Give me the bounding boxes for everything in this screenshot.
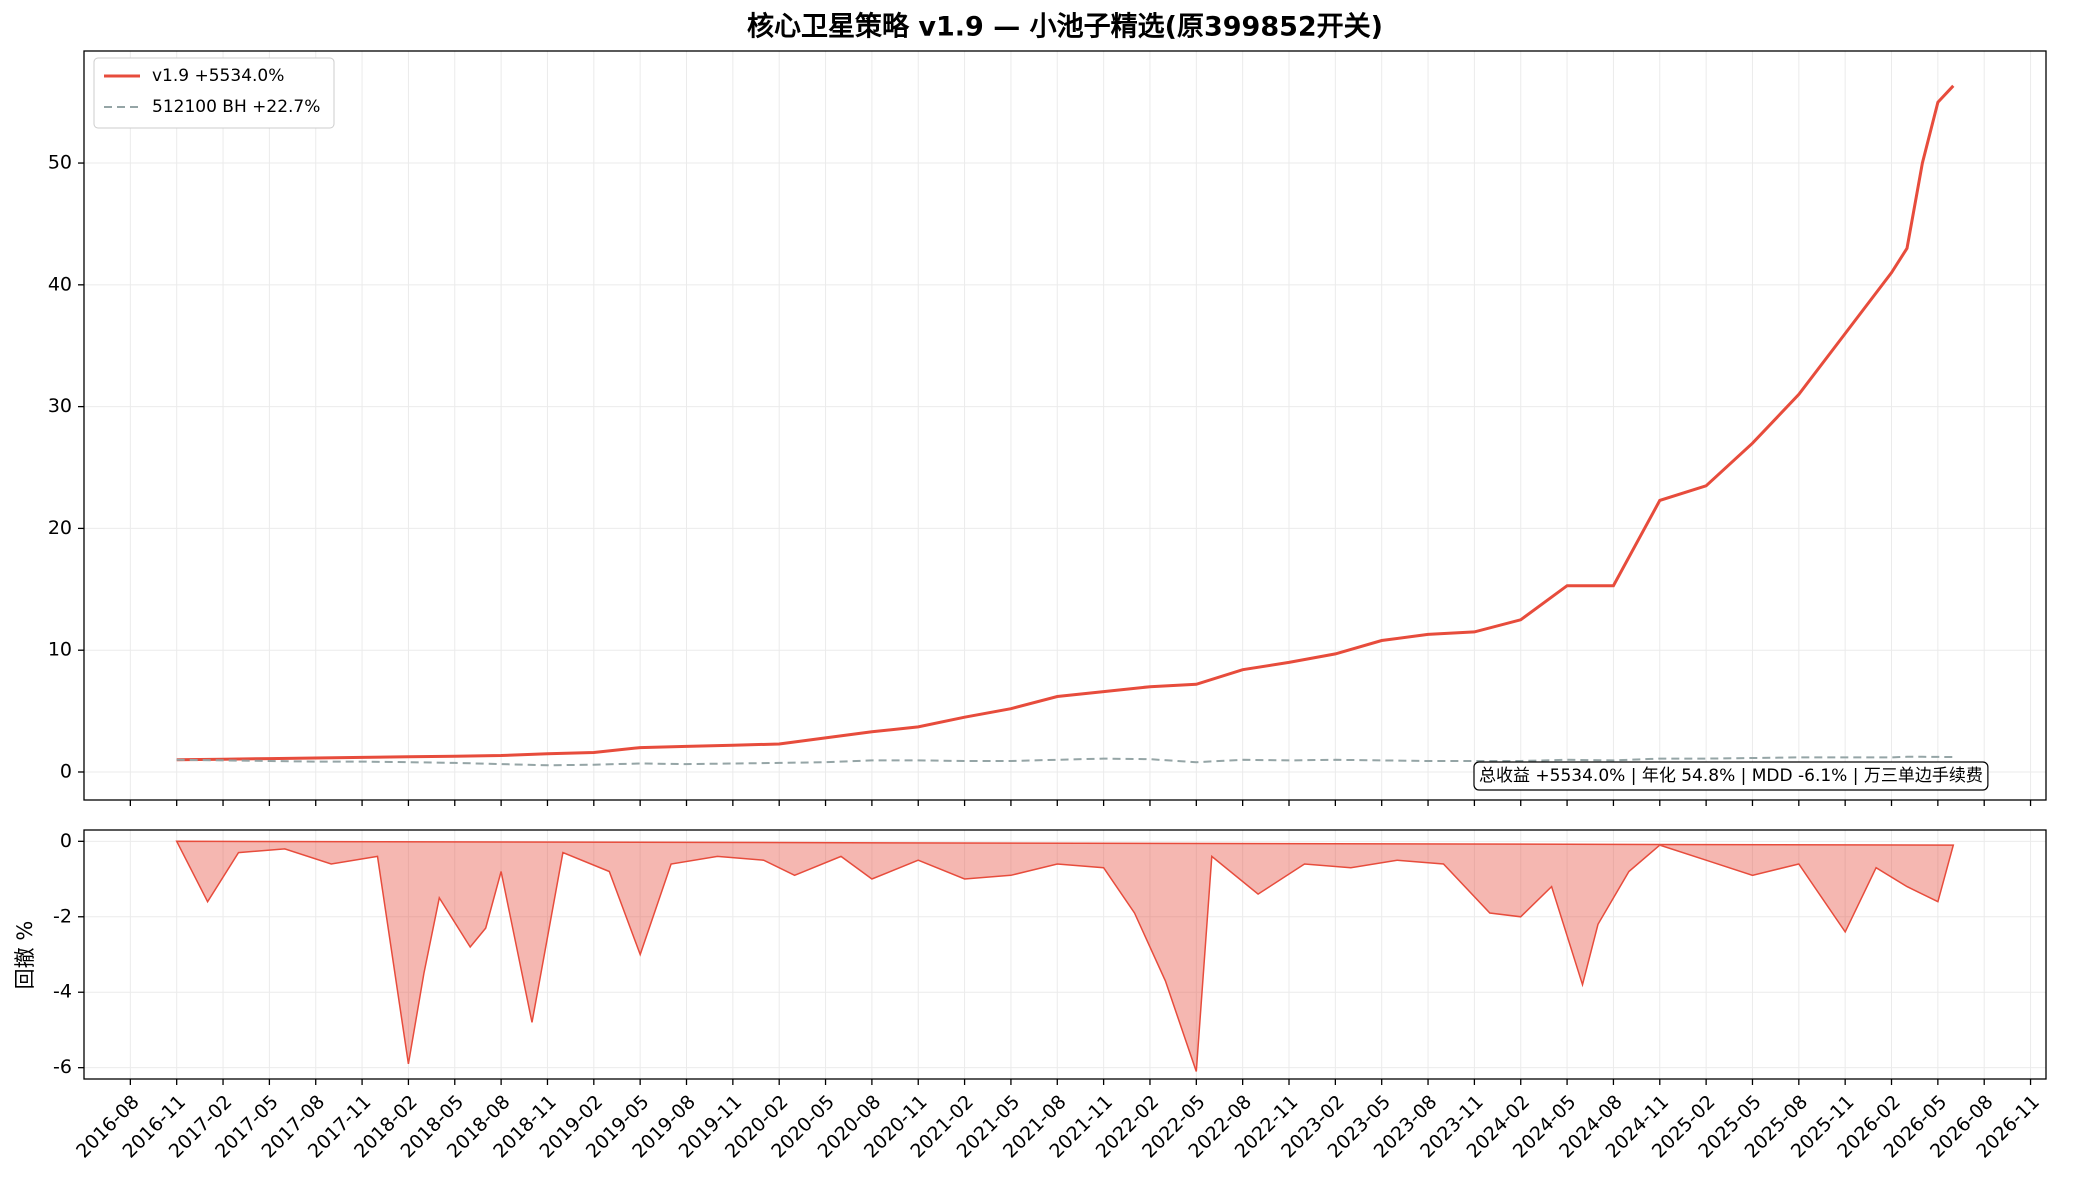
y-tick-label: 50 bbox=[48, 152, 72, 174]
legend-label: v1.9 +5534.0% bbox=[152, 66, 284, 86]
drawdown-area bbox=[175, 840, 1955, 1072]
chart-title: 核心卫星策略 v1.9 — 小池子精选(原399852开关) bbox=[747, 11, 1383, 43]
line-series bbox=[176, 84, 1955, 762]
y-tick-label: -4 bbox=[53, 981, 72, 1003]
legend-box bbox=[93, 57, 335, 129]
plot-frame bbox=[83, 829, 2047, 1080]
legend: v1.9 +5534.0% 512100 BH +22.7% bbox=[93, 57, 335, 129]
y-tick-label: 20 bbox=[48, 517, 72, 539]
y-tick-label: 10 bbox=[48, 639, 72, 661]
annotation-box bbox=[1473, 761, 1989, 791]
line-series bbox=[176, 755, 1954, 767]
y-tick-label: -2 bbox=[53, 905, 72, 927]
y-axis-label: 回撤 % bbox=[13, 921, 37, 990]
y-tick-label: 40 bbox=[48, 273, 72, 295]
y-tick-label: -6 bbox=[53, 1056, 72, 1078]
plot-frame bbox=[83, 50, 2047, 801]
legend-label: 512100 BH +22.7% bbox=[152, 97, 320, 117]
annotation: 总收益 +5534.0% | 年化 54.8% | MDD -6.1% | 万三… bbox=[1479, 766, 1983, 786]
y-tick-label: 0 bbox=[60, 830, 72, 852]
y-tick-label: 30 bbox=[48, 395, 72, 417]
y-tick-label: 0 bbox=[60, 760, 72, 782]
